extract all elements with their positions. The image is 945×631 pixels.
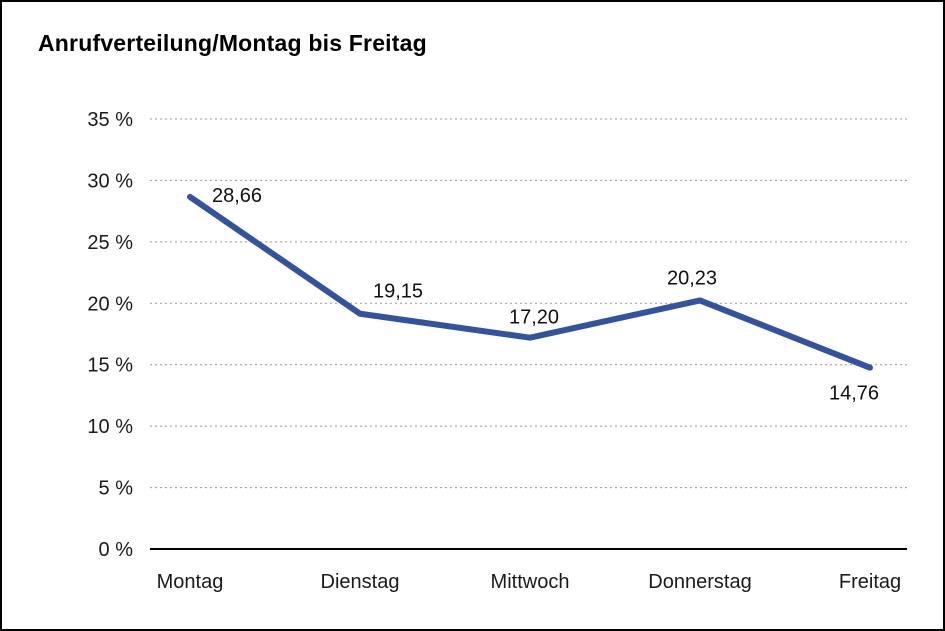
data-point-label: 17,20: [509, 307, 559, 329]
y-tick-label: 5 %: [99, 478, 134, 500]
x-axis-label: Freitag: [839, 571, 901, 593]
data-point-label: 14,76: [829, 383, 879, 405]
chart-title: Anrufverteilung/Montag bis Freitag: [38, 30, 427, 56]
y-tick-label: 25 %: [87, 232, 133, 254]
x-axis-label: Montag: [157, 571, 224, 593]
data-point-label: 28,66: [212, 185, 262, 207]
y-tick-label: 20 %: [87, 293, 133, 315]
x-axis-label: Mittwoch: [491, 571, 570, 593]
y-tick-label: 0 %: [99, 539, 134, 561]
y-tick-label: 35 %: [87, 109, 133, 131]
x-axis-label: Dienstag: [321, 571, 400, 593]
y-tick-label: 15 %: [87, 355, 133, 377]
data-point-label: 19,15: [373, 281, 423, 303]
y-tick-label: 10 %: [87, 416, 133, 438]
x-axis-label: Donnerstag: [648, 571, 751, 593]
data-line: [187, 193, 873, 371]
y-tick-label: 30 %: [87, 170, 133, 192]
data-point-label: 20,23: [667, 267, 717, 289]
